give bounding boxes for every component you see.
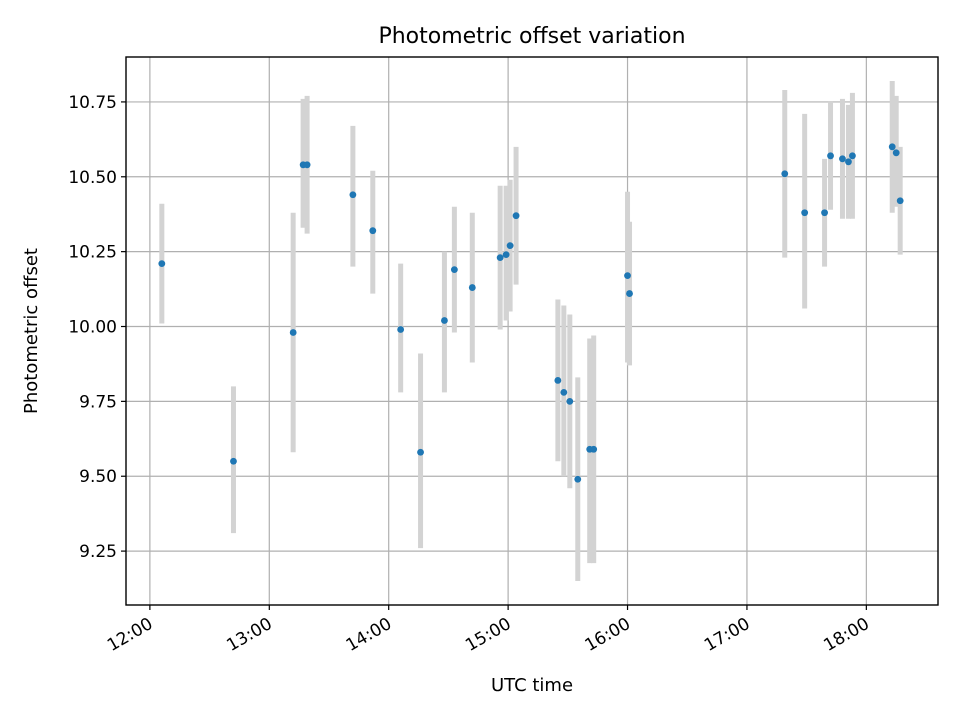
data-point bbox=[845, 158, 852, 166]
data-point bbox=[158, 260, 166, 268]
y-tick-label: 10.25 bbox=[68, 243, 117, 263]
data-point bbox=[560, 388, 568, 396]
data-point bbox=[624, 272, 631, 280]
data-point bbox=[502, 251, 510, 259]
data-point bbox=[839, 155, 846, 163]
data-point bbox=[827, 152, 834, 160]
x-tick-label: 15:00 bbox=[462, 614, 514, 656]
data-point bbox=[626, 290, 633, 297]
y-axis-label: Photometric offset bbox=[21, 248, 42, 414]
data-point bbox=[888, 143, 896, 151]
data-point bbox=[303, 161, 311, 169]
x-tick-label: 12:00 bbox=[104, 614, 156, 656]
plot-frame bbox=[125, 56, 939, 606]
x-tick-label: 17:00 bbox=[701, 614, 753, 656]
data-point bbox=[896, 197, 904, 205]
data-point bbox=[369, 227, 377, 235]
data-point bbox=[554, 377, 562, 384]
data-point bbox=[496, 254, 504, 262]
error-bars bbox=[159, 80, 903, 582]
y-tick-label: 10.50 bbox=[68, 168, 117, 188]
data-point bbox=[512, 212, 520, 220]
data-point bbox=[590, 445, 598, 453]
data-point bbox=[801, 209, 809, 217]
data-point bbox=[230, 457, 237, 465]
data-point bbox=[849, 152, 856, 160]
data-point bbox=[450, 266, 458, 274]
data-point bbox=[506, 242, 514, 250]
data-point bbox=[781, 170, 789, 178]
data-point bbox=[566, 397, 574, 405]
grid bbox=[126, 57, 938, 605]
y-tick-label: 9.25 bbox=[79, 542, 117, 562]
data-point bbox=[397, 326, 405, 333]
x-axis-label: UTC time bbox=[491, 675, 573, 696]
data-point bbox=[821, 209, 828, 217]
data-point bbox=[417, 448, 424, 456]
chart-title: Photometric offset variation bbox=[378, 24, 685, 49]
data-point bbox=[441, 317, 448, 324]
y-tick-label: 10.00 bbox=[68, 318, 117, 338]
y-tick-label: 9.75 bbox=[79, 392, 117, 412]
data-point bbox=[574, 475, 582, 483]
x-tick-label: 18:00 bbox=[820, 614, 872, 656]
x-tick-label: 16:00 bbox=[582, 614, 634, 656]
x-tick-label: 13:00 bbox=[223, 614, 275, 656]
x-tick-label: 14:00 bbox=[343, 614, 395, 656]
y-tick-label: 10.75 bbox=[68, 93, 117, 113]
data-point bbox=[289, 329, 297, 336]
y-tick-label: 9.50 bbox=[79, 467, 117, 487]
data-points bbox=[158, 143, 904, 483]
data-point bbox=[468, 284, 476, 291]
data-point bbox=[349, 191, 357, 199]
data-point bbox=[892, 149, 900, 157]
